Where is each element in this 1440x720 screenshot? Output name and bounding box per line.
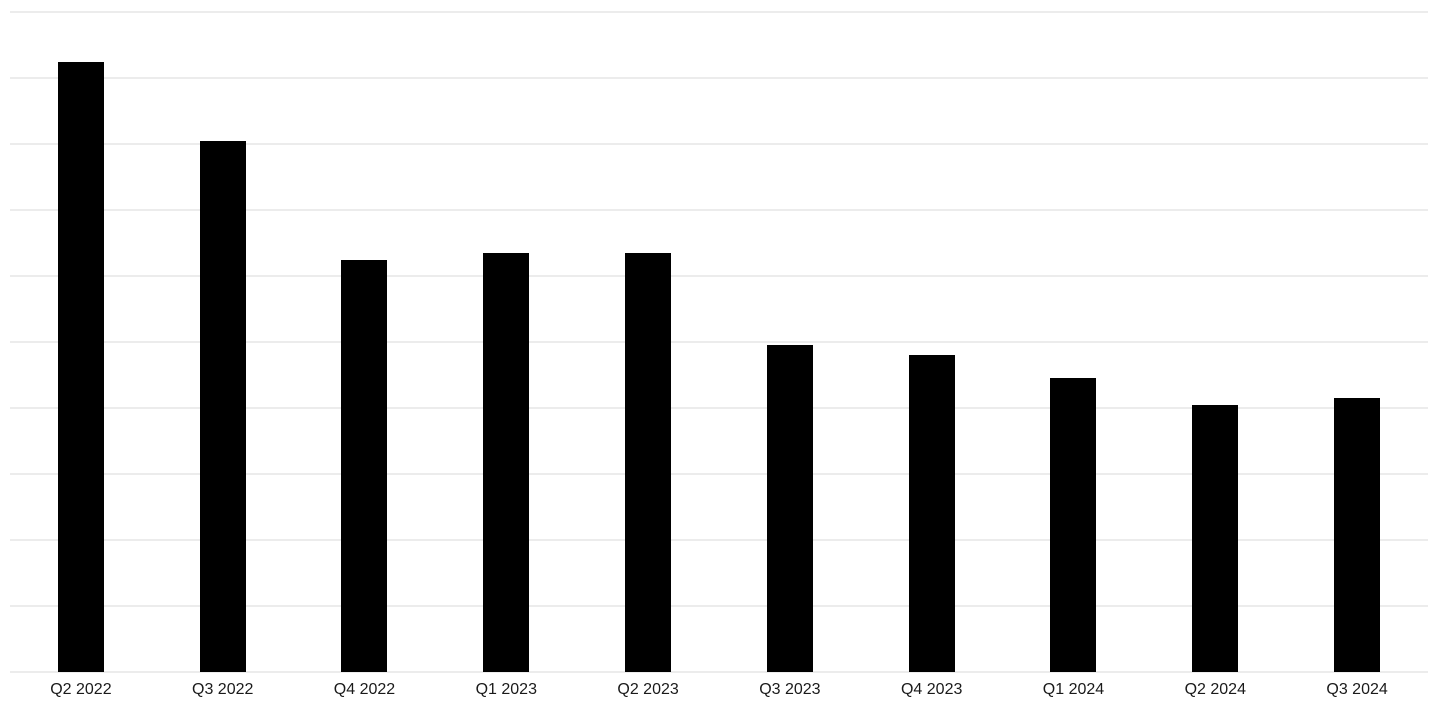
bar-slot — [152, 12, 294, 672]
bar-q1-2023 — [483, 252, 530, 672]
x-axis-label-q2-2023: Q2 2023 — [617, 681, 679, 698]
gridline — [10, 407, 1428, 409]
bar-slot — [1144, 12, 1286, 672]
gridlines — [10, 11, 1428, 673]
bar-q3-2022 — [199, 140, 246, 672]
x-axis-label-q3-2024: Q3 2024 — [1326, 681, 1388, 698]
bar-q2-2024 — [1192, 404, 1239, 672]
gridline — [10, 77, 1428, 79]
gridline — [10, 671, 1428, 673]
bar-q1-2024 — [1050, 378, 1097, 672]
bar-q4-2023 — [908, 355, 955, 672]
x-axis-label-q4-2022: Q4 2022 — [333, 681, 396, 698]
x-axis-label-q4-2023: Q4 2023 — [900, 681, 963, 698]
bar-slot — [577, 12, 719, 672]
gridline — [10, 275, 1428, 277]
x-axis-label-q3-2022: Q3 2022 — [192, 681, 254, 698]
bar-slot — [10, 12, 152, 672]
bar-q3-2024 — [1334, 398, 1381, 672]
bar-q4-2022 — [341, 259, 388, 672]
bar-slot — [435, 12, 577, 672]
gridline — [10, 341, 1428, 343]
plot-area — [10, 11, 1428, 673]
x-axis-label-q1-2024: Q1 2024 — [1042, 681, 1105, 698]
gridline — [10, 473, 1428, 475]
bar-q2-2023 — [625, 252, 672, 672]
bar-slot — [861, 12, 1003, 672]
gridline — [10, 11, 1428, 13]
gridline — [10, 605, 1428, 607]
bar-slot — [294, 12, 436, 672]
bar-q3-2023 — [766, 345, 813, 672]
bar-slot — [719, 12, 861, 672]
x-axis-label-q2-2022: Q2 2022 — [50, 681, 112, 698]
gridline — [10, 539, 1428, 541]
bar-slot — [1286, 12, 1428, 672]
gridline — [10, 209, 1428, 211]
bars — [10, 12, 1428, 672]
bar-slot — [1003, 12, 1145, 672]
x-axis-label-q3-2023: Q3 2023 — [759, 681, 821, 698]
gridline — [10, 143, 1428, 145]
x-axis-label-q2-2024: Q2 2024 — [1184, 681, 1246, 698]
bar-q2-2022 — [57, 61, 104, 672]
x-axis-label-q1-2023: Q1 2023 — [475, 681, 537, 698]
x-axis-labels: Q2 2022 Q3 2022 Q4 2022 Q1 2023 Q2 2023 Q3 20… — [10, 680, 1428, 700]
